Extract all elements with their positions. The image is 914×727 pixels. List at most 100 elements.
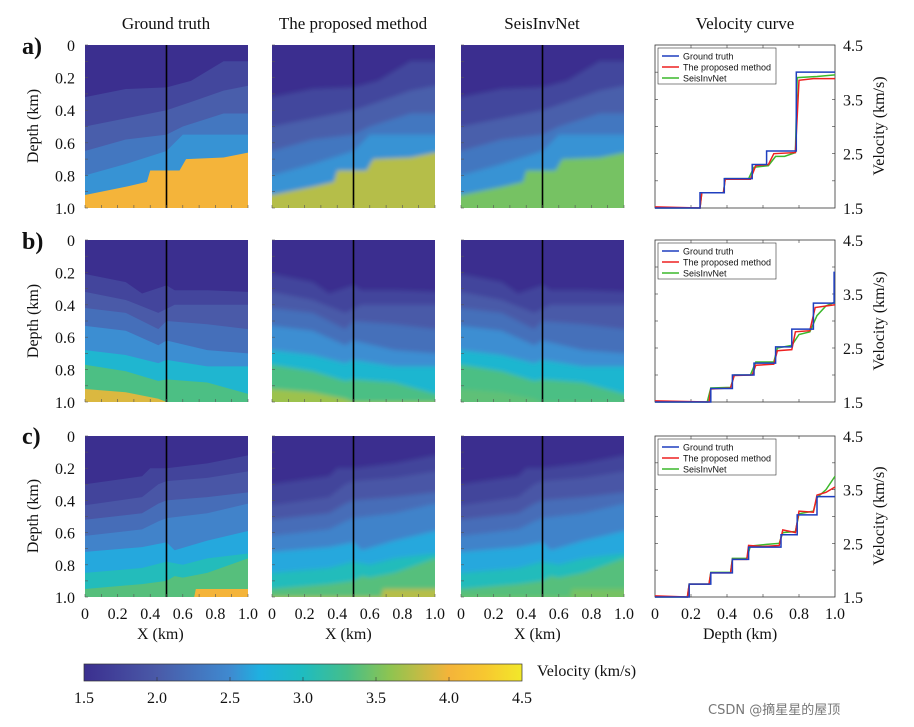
map-layers — [85, 240, 248, 402]
curve-x-tick-label: 0.6 — [753, 606, 773, 623]
depth-tick-label: 0.2 — [55, 265, 75, 282]
x-tick-label: 0 — [81, 606, 89, 623]
depth-tick-label: 0.4 — [55, 103, 75, 120]
x-tick-label: 1.0 — [425, 606, 445, 623]
depth-tick-label: 0.4 — [55, 493, 75, 510]
velocity-tick-label: 3.5 — [843, 92, 863, 109]
velocity-map-proposed: 0 0.2 0.4 0.6 0.8 1.0 — [268, 435, 445, 623]
velocity-layer — [461, 558, 624, 597]
depth-axis-label-a: Depth (km) — [25, 88, 42, 164]
x-tick-label: 0.8 — [392, 606, 412, 623]
title-velocity-curve: Velocity curve — [695, 14, 795, 33]
x-axis-label-1: X (km) — [137, 626, 184, 643]
colorbar-tick-label: 4.0 — [439, 690, 459, 707]
title-proposed-method: The proposed method — [278, 14, 428, 33]
depth-tick-label: 0.2 — [55, 461, 75, 478]
x-tick-label: 0.2 — [108, 606, 128, 623]
x-tick-label: 0 — [457, 606, 465, 623]
depth-tick-label: 0.8 — [55, 558, 75, 575]
colorbar-tick-label: 2.0 — [147, 690, 167, 707]
x-tick-label: 0.6 — [549, 606, 569, 623]
x-tick-label: 0.4 — [516, 606, 536, 623]
velocity-axis-label-b: Velocity (km/s) — [871, 271, 888, 371]
legend-entry: Ground truth — [683, 52, 734, 62]
depth-tick-label: 1.0 — [55, 590, 75, 607]
velocity-map-ground-truth: 0 0.2 0.4 0.6 0.8 1.0 — [55, 38, 249, 218]
colorbar: 1.5 2.0 2.5 3.0 3.5 4.0 4.5 — [74, 663, 532, 707]
watermark: CSDN @摘星星的屋顶 — [708, 703, 841, 718]
colorbar-label: Velocity (km/s) — [537, 663, 637, 680]
curve-x-tick-label: 1.0 — [825, 606, 845, 623]
x-tick-label: 0.4 — [140, 606, 160, 623]
legend-entry: SeisInvNet — [683, 269, 727, 279]
legend-entry: Ground truth — [683, 443, 734, 453]
velocity-axis-label-a: Velocity (km/s) — [871, 76, 888, 176]
x-tick-label: 1.0 — [614, 606, 634, 623]
velocity-map-seisinvnet — [460, 239, 625, 403]
legend-entry: The proposed method — [683, 63, 771, 73]
velocity-map-proposed — [271, 44, 436, 209]
velocity-tick-label: 2.5 — [843, 147, 863, 164]
colorbar-tick-label: 4.5 — [512, 690, 532, 707]
velocity-tick-label: 4.5 — [843, 38, 863, 55]
velocity-layer — [85, 389, 248, 402]
depth-axis-label-b: Depth (km) — [25, 283, 42, 359]
curve-x-tick-label: 0.2 — [681, 606, 701, 623]
x-tick-label: 0.2 — [295, 606, 315, 623]
x-tick-label: 0.2 — [484, 606, 504, 623]
velocity-layer — [272, 588, 435, 597]
x-tick-label: 0.4 — [327, 606, 347, 623]
depth-tick-label: 1.0 — [55, 395, 75, 412]
x-axis-label-2: X (km) — [325, 626, 372, 643]
legend-entry: SeisInvNet — [683, 74, 727, 84]
velocity-layer — [461, 389, 624, 402]
velocity-layer — [272, 389, 435, 402]
x-tick-label: 0.8 — [205, 606, 225, 623]
velocity-layer — [272, 558, 435, 597]
depth-tick-label: 0 — [67, 38, 75, 55]
row-label-c: c) — [22, 424, 41, 450]
curve-x-tick-label: 0 — [651, 606, 659, 623]
depth-tick-label: 0.2 — [55, 71, 75, 88]
colorbar-tick-label: 3.5 — [366, 690, 386, 707]
depth-tick-label: 0.8 — [55, 168, 75, 185]
curve-x-tick-label: 0.8 — [789, 606, 809, 623]
colorbar-tick-label: 2.5 — [220, 690, 240, 707]
velocity-map-ground-truth: 0 0.2 0.4 0.6 0.8 1.0 0 0.2 0.4 0.6 0.8 1.0 — [55, 429, 258, 623]
x-tick-label: 0.8 — [581, 606, 601, 623]
velocity-map-seisinvnet — [460, 44, 625, 209]
x-tick-label: 1.0 — [238, 606, 258, 623]
x-axis-label-3: X (km) — [514, 626, 561, 643]
depth-tick-label: 0.6 — [55, 526, 75, 543]
velocity-map-proposed — [271, 239, 436, 403]
velocity-tick-label: 2.5 — [843, 341, 863, 358]
velocity-tick-label: 4.5 — [843, 233, 863, 250]
title-ground-truth: Ground truth — [121, 14, 211, 33]
series-line-ground-truth — [655, 71, 835, 209]
depth-axis-label-c: Depth (km) — [25, 478, 42, 554]
velocity-map-seisinvnet: 0 0.2 0.4 0.6 0.8 1.0 — [457, 435, 634, 623]
velocity-axis-label-c: Velocity (km/s) — [871, 466, 888, 566]
colorbar-tick-label: 1.5 — [74, 690, 94, 707]
row-label-b: b) — [22, 229, 44, 255]
depth-tick-label: 0.4 — [55, 298, 75, 315]
velocity-tick-label: 1.5 — [843, 590, 863, 607]
depth-tick-label: 0.6 — [55, 330, 75, 347]
velocity-tick-label: 3.5 — [843, 483, 863, 500]
series-line-ground-truth — [655, 495, 835, 598]
velocity-tick-label: 2.5 — [843, 536, 863, 553]
series-line-ground-truth — [655, 271, 835, 403]
velocity-layer — [85, 588, 248, 597]
legend-entry: The proposed method — [683, 454, 771, 464]
velocity-map-ground-truth: 0 0.2 0.4 0.6 0.8 1.0 — [55, 233, 249, 412]
velocity-tick-label: 1.5 — [843, 201, 863, 218]
velocity-tick-label: 4.5 — [843, 429, 863, 446]
velocity-layer — [461, 588, 624, 597]
curve-x-tick-label: 0.4 — [717, 606, 737, 623]
depth-tick-label: 0 — [67, 429, 75, 446]
